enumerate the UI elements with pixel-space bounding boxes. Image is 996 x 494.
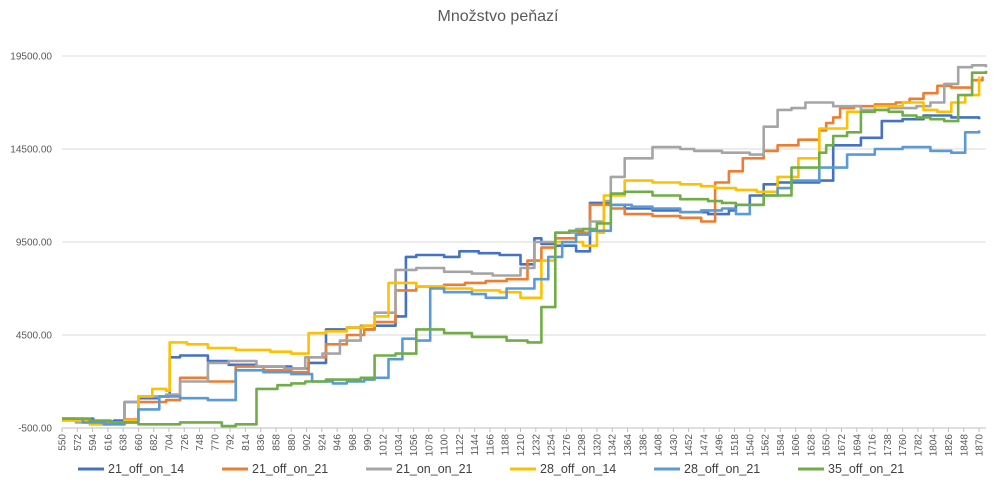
- x-tick-label: 1804: [929, 434, 940, 457]
- x-tick-label: 1826: [944, 434, 955, 457]
- x-tick-label: 1870: [975, 434, 986, 457]
- x-tick-label: 1672: [837, 434, 848, 457]
- legend-label: 28_off_on_14: [540, 462, 616, 476]
- x-tick-label: 1012: [378, 434, 389, 457]
- x-tick-label: 1474: [699, 434, 710, 457]
- x-tick-label: 1232: [531, 434, 542, 457]
- x-tick-label: 1430: [669, 434, 680, 457]
- legend-label: 21_off_on_14: [108, 462, 184, 476]
- x-tick-label: 572: [73, 434, 84, 451]
- y-tick-label: 19500.00: [10, 52, 52, 63]
- x-tick-label: 1386: [638, 434, 649, 457]
- x-tick-label: 1716: [868, 434, 879, 457]
- x-tick-label: 836: [256, 434, 267, 451]
- legend-label: 21_off_on_21: [252, 462, 328, 476]
- x-tick-label: 1254: [547, 434, 558, 457]
- x-tick-label: 770: [210, 434, 221, 451]
- x-tick-label: 858: [271, 434, 282, 451]
- series-line-28_off_on_21: [62, 130, 981, 426]
- x-tick-label: 1298: [577, 434, 588, 457]
- x-tick-label: 1166: [485, 434, 496, 456]
- x-tick-label: 1848: [959, 434, 970, 457]
- x-tick-label: 1606: [791, 434, 802, 457]
- x-tick-label: 1452: [684, 434, 695, 457]
- x-tick-label: 924: [317, 434, 328, 451]
- x-tick-label: 1342: [608, 434, 619, 457]
- x-tick-label: 638: [119, 434, 130, 451]
- x-tick-label: 1584: [776, 434, 787, 457]
- x-tick-label: 682: [149, 434, 160, 451]
- x-tick-label: 1276: [562, 434, 573, 457]
- x-tick-label: 902: [302, 434, 313, 451]
- x-tick-label: 1408: [654, 434, 665, 457]
- x-tick-label: 880: [287, 434, 298, 451]
- x-tick-label: 1540: [745, 434, 756, 457]
- x-tick-label: 1364: [623, 434, 634, 457]
- x-tick-label: 1628: [806, 434, 817, 457]
- chart-title: Množstvo peňazí: [437, 8, 559, 25]
- x-tick-label: 1650: [822, 434, 833, 457]
- x-tick-label: 550: [58, 434, 69, 451]
- y-tick-label: -500.00: [18, 424, 52, 435]
- x-tick-label: 616: [103, 434, 114, 451]
- y-tick-label: 9500.00: [16, 238, 53, 249]
- x-tick-label: 1144: [470, 434, 481, 456]
- legend-label: 21_on_on_21: [396, 462, 473, 476]
- legend-label: 28_off_on_21: [684, 462, 760, 476]
- x-tick-label: 594: [88, 434, 99, 451]
- x-tick-label: 1320: [592, 434, 603, 457]
- y-tick-label: 4500.00: [16, 331, 53, 342]
- x-tick-label: 946: [333, 434, 344, 451]
- x-tick-label: 1496: [715, 434, 726, 457]
- series-line-28_off_on_14: [62, 76, 981, 426]
- x-tick-label: 1056: [409, 434, 420, 457]
- x-tick-label: 990: [363, 434, 374, 451]
- x-tick-label: 1078: [424, 434, 435, 457]
- x-tick-label: 748: [195, 434, 206, 451]
- x-tick-label: 792: [226, 434, 237, 451]
- x-tick-label: 1782: [913, 434, 924, 457]
- x-tick-label: 1518: [730, 434, 741, 457]
- x-tick-label: 660: [134, 434, 145, 451]
- x-tick-label: 1188: [501, 434, 512, 456]
- x-tick-label: 1760: [898, 434, 909, 457]
- x-tick-label: 704: [164, 434, 175, 451]
- y-tick-label: 14500.00: [10, 145, 52, 156]
- x-tick-label: 1562: [761, 434, 772, 457]
- x-tick-label: 1210: [516, 434, 527, 457]
- x-tick-label: 968: [348, 434, 359, 451]
- x-tick-label: 814: [241, 434, 252, 451]
- x-tick-label: 1122: [455, 434, 466, 456]
- x-tick-label: 726: [180, 434, 191, 451]
- series-line-35_off_on_21: [62, 70, 988, 428]
- legend-label: 35_off_on_21: [828, 462, 904, 476]
- x-tick-label: 1100: [440, 434, 451, 456]
- x-tick-label: 1034: [394, 434, 405, 457]
- x-tick-label: 1738: [883, 434, 894, 457]
- x-tick-label: 1694: [852, 434, 863, 457]
